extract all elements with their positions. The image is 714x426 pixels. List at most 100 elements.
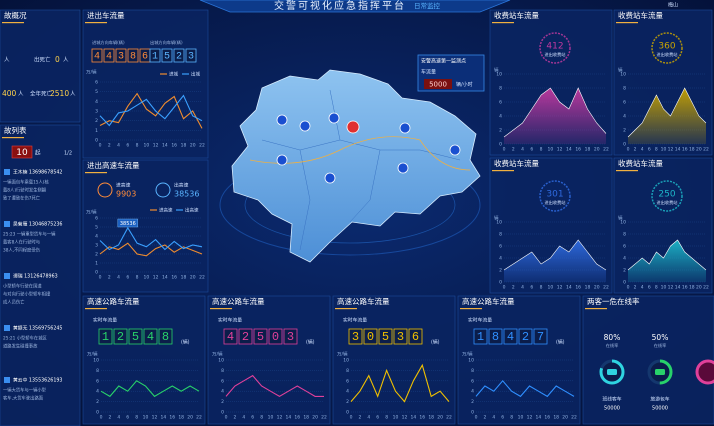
y-tick-label: 2 xyxy=(95,252,98,258)
legend-label: 进城 xyxy=(169,71,178,78)
x-tick-label: 14 xyxy=(675,285,681,291)
y-unit: 万/辆 xyxy=(337,351,348,358)
header-title: 交警可视化应急指挥平台 xyxy=(274,0,406,12)
y-tick-label: 4 xyxy=(623,256,626,262)
y-tick-label: 0 xyxy=(623,280,626,286)
panel-title: 进出高速车流量 xyxy=(87,160,140,170)
y-tick-label: 4 xyxy=(471,389,474,395)
y-tick-label: 8 xyxy=(623,232,626,238)
out-total: 38536 xyxy=(174,190,199,199)
y-tick-label: 10 xyxy=(496,220,502,226)
x-tick-label: 10 xyxy=(547,285,553,291)
digit-box xyxy=(98,328,113,345)
y-unit: 辆 xyxy=(618,215,623,222)
rate-name: 班线客车 xyxy=(602,396,621,403)
y-tick-label: 6 xyxy=(499,244,502,250)
panel-accent xyxy=(616,22,638,24)
map-region xyxy=(231,69,481,263)
entry-name: 谭瑞 13126478963 xyxy=(13,273,58,280)
y-unit: 万/辆 xyxy=(86,69,97,76)
y-tick-label: 4 xyxy=(346,389,349,395)
overview-text: 0 xyxy=(55,55,60,64)
popup-value-box xyxy=(424,79,452,89)
digit-value: 12548 xyxy=(102,330,177,344)
x-tick-label: 6 xyxy=(126,143,129,149)
entry-name: 黄云中 13553626193 xyxy=(13,377,63,384)
digit-box xyxy=(363,328,378,345)
digit-box xyxy=(253,328,268,345)
y-tick-label: 2 xyxy=(346,399,349,405)
count-unit: (辆) xyxy=(181,339,190,346)
x-tick-label: 0 xyxy=(503,147,506,153)
x-tick-label: 14 xyxy=(162,143,168,149)
digit-box xyxy=(103,48,115,63)
stat-icon xyxy=(155,182,171,198)
panel-title: 故列表 xyxy=(4,125,27,135)
popup-value: 5000 xyxy=(429,81,447,89)
digit-box xyxy=(149,48,161,63)
header-location: 梅山 xyxy=(668,2,678,9)
entry-text: 致了遭致在伤7死亡 xyxy=(3,195,41,202)
digit-value: 1523 xyxy=(152,52,200,63)
digit-box xyxy=(393,328,408,345)
panel xyxy=(82,159,209,293)
panel-title: 收费站车流量 xyxy=(494,10,539,20)
y-tick-label: 6 xyxy=(221,378,224,384)
x-tick-label: 4 xyxy=(117,275,120,281)
marker xyxy=(324,172,336,184)
digit-box xyxy=(115,48,127,63)
toll-value: 250 xyxy=(658,190,675,200)
x-tick-label: 8 xyxy=(655,285,658,291)
entry-text: 小型轿车行驶在国道 xyxy=(3,283,42,290)
y-tick-label: 3 xyxy=(95,243,98,249)
list-unit: 起 xyxy=(35,150,41,157)
x-tick-label: 4 xyxy=(641,285,644,291)
x-tick-label: 14 xyxy=(566,285,572,291)
panel-accent xyxy=(85,22,107,24)
x-tick-label: 16 xyxy=(682,285,688,291)
overview-text: 400 xyxy=(2,89,17,98)
header-band xyxy=(199,0,511,13)
x-tick-label: 12 xyxy=(153,143,159,149)
x-tick-label: 4 xyxy=(521,147,524,153)
panel-accent xyxy=(2,137,24,139)
toll-value: 301 xyxy=(546,190,563,200)
x-tick-label: 18 xyxy=(181,275,187,281)
digit-box xyxy=(518,328,533,345)
x-tick-label: 22 xyxy=(196,415,202,421)
x-tick-label: 12 xyxy=(668,285,674,291)
x-tick-label: 16 xyxy=(294,415,300,421)
popup-unit: 辆/小时 xyxy=(456,81,473,88)
y-tick-label: 6 xyxy=(346,378,349,384)
panel-accent xyxy=(85,172,107,174)
y-tick-label: 0 xyxy=(346,410,349,416)
rate-count: 50000 xyxy=(604,406,620,412)
y-unit: 辆 xyxy=(494,215,499,222)
x-tick-label: 18 xyxy=(178,415,184,421)
y-tick-label: 0 xyxy=(499,280,502,286)
digit-box xyxy=(128,328,143,345)
overview-text: 人 xyxy=(4,57,10,64)
entry-icon xyxy=(4,169,10,175)
y-tick-label: 10 xyxy=(620,220,626,226)
x-tick-label: 0 xyxy=(100,415,103,421)
y-tick-label: 4 xyxy=(623,114,626,120)
ring xyxy=(539,180,571,212)
toll-value: 412 xyxy=(546,42,563,52)
in-label: 进高速 xyxy=(116,182,131,189)
x-tick-label: 4 xyxy=(117,143,120,149)
x-tick-label: 10 xyxy=(547,147,553,153)
y-tick-label: 4 xyxy=(499,114,502,120)
gauge-arc xyxy=(599,359,625,385)
line xyxy=(350,363,450,403)
x-tick-label: 6 xyxy=(251,415,254,421)
y-tick-label: 0 xyxy=(221,410,224,416)
x-tick-label: 14 xyxy=(160,415,166,421)
x-tick-label: 2 xyxy=(108,415,111,421)
digit-value: 44386 xyxy=(94,52,154,63)
digit-box xyxy=(173,48,185,63)
x-tick-label: 22 xyxy=(603,147,609,153)
x-tick-label: 22 xyxy=(703,285,709,291)
marker xyxy=(399,122,411,134)
x-tick-label: 12 xyxy=(527,415,533,421)
